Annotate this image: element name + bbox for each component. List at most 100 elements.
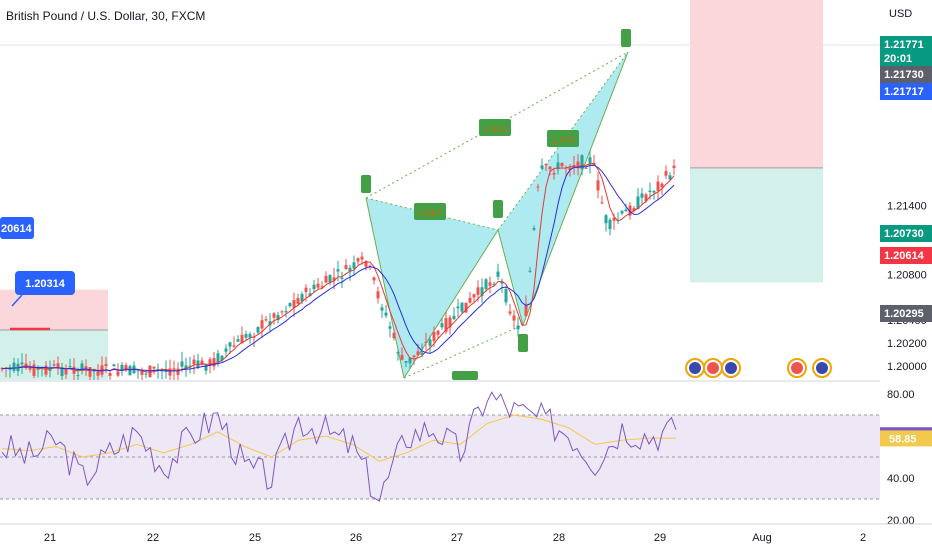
candle-body	[300, 294, 304, 302]
candle-body	[236, 339, 240, 342]
currency-label: USD	[889, 8, 912, 20]
candle-body	[168, 368, 172, 376]
candle-body	[60, 367, 64, 377]
candle-body	[220, 355, 224, 361]
callout-text: 1.20314	[25, 278, 66, 290]
candle-body	[204, 364, 208, 371]
candle-body	[596, 180, 600, 191]
candle-body	[140, 370, 144, 375]
ratio-label-box	[547, 130, 579, 147]
price-tag	[880, 305, 932, 322]
candle-body	[588, 157, 592, 165]
time-tick-label: 29	[654, 532, 666, 544]
candle-body	[376, 291, 380, 299]
candle-body	[224, 348, 228, 352]
candle-body	[348, 267, 352, 272]
candle-body	[232, 345, 236, 347]
candle-body	[664, 171, 668, 176]
candle-body	[124, 365, 128, 370]
candle-body	[340, 277, 344, 279]
stop-zone-right	[690, 0, 823, 168]
candle-body	[0, 368, 4, 370]
pattern-leg-1	[403, 229, 499, 379]
pattern-leg-2	[497, 229, 524, 326]
candle-body	[116, 371, 120, 376]
candle-body	[484, 279, 488, 289]
candle-body	[352, 262, 356, 269]
event-flag-icon	[725, 362, 737, 374]
event-flag-icon	[816, 362, 828, 374]
ratio-label-box	[414, 203, 446, 220]
rsi-tick-label: 40.00	[887, 473, 915, 485]
candle-body	[12, 362, 16, 371]
ma-fast-line	[1, 163, 675, 373]
candle-body	[540, 165, 544, 169]
candle-body	[456, 306, 460, 309]
rsi-tag-value: 58.85	[889, 433, 917, 445]
price-tag-value: 1.21717	[884, 86, 924, 98]
candle-body	[604, 215, 608, 224]
candle-body	[96, 369, 100, 376]
left-price-tag	[0, 217, 34, 239]
pattern-xab-fill	[366, 198, 498, 378]
rsi-line	[1, 391, 677, 502]
candle-body	[560, 162, 564, 167]
candle-body	[200, 360, 204, 366]
candle-body	[628, 205, 632, 216]
price-tick-label: 1.20800	[887, 269, 927, 281]
candle-body	[324, 275, 328, 283]
candle-body	[452, 315, 456, 320]
candle-body	[480, 287, 484, 297]
candle-body	[436, 330, 440, 335]
candle-body	[660, 183, 664, 188]
candle-body	[532, 228, 536, 230]
candle-body	[492, 283, 496, 285]
time-tick-label: 25	[249, 532, 261, 544]
rsi-tick-label: 80.00	[887, 389, 915, 401]
candle-body	[76, 375, 80, 377]
candle-body	[156, 368, 160, 370]
candle-body	[196, 360, 200, 368]
candle-body	[544, 164, 548, 166]
candle-body	[496, 271, 500, 277]
candle-body	[44, 365, 48, 375]
candle-body	[120, 364, 124, 372]
price-tag	[880, 225, 932, 242]
time-tick-label: 21	[44, 532, 56, 544]
candle-body	[432, 332, 436, 341]
candle-body	[384, 312, 388, 316]
candle-body	[240, 334, 244, 344]
candle-body	[460, 302, 464, 312]
candle-body	[80, 363, 84, 371]
candle-body	[188, 365, 192, 367]
candle-body	[508, 311, 512, 314]
candle-body	[356, 258, 360, 262]
candle-body	[328, 275, 332, 283]
price-tag	[880, 36, 932, 66]
time-tick-label: 27	[451, 532, 463, 544]
event-flag-icon	[791, 362, 803, 374]
rsi-ma-line	[1, 414, 676, 462]
candle-body	[292, 300, 296, 308]
candle-body	[112, 364, 116, 367]
time-tick-label: 26	[350, 532, 362, 544]
callout-box	[15, 271, 75, 295]
candle-body	[404, 361, 408, 363]
candle-body	[296, 298, 300, 304]
candle-body	[608, 219, 612, 230]
candle-body	[104, 364, 108, 366]
candle-body	[408, 357, 412, 364]
candle-body	[500, 281, 504, 284]
candle-body	[216, 353, 220, 363]
price-tag	[880, 247, 932, 264]
price-tag	[880, 66, 932, 83]
time-tick-label: 28	[553, 532, 565, 544]
ratio-label-box	[479, 119, 511, 136]
candle-body	[268, 321, 272, 326]
stop-zone-left	[0, 289, 108, 331]
candle-body	[444, 318, 448, 332]
candle-body	[212, 358, 216, 367]
candle-body	[20, 362, 24, 365]
